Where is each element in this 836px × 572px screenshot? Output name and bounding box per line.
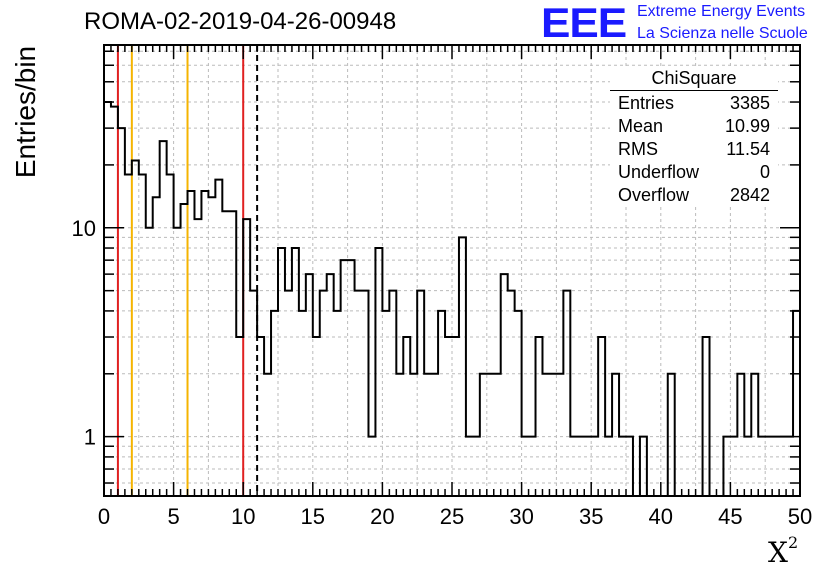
stats-row-entries: Entries 3385 [618,93,770,113]
y-axis-label: Entries/bin [10,45,41,179]
stats-row-overflow: Overflow 2842 [618,185,770,205]
run-title: ROMA-02-2019-04-26-00948 [84,8,397,35]
x-tick-label: 50 [788,504,812,529]
axis-ticks [103,45,801,496]
eee-logo: EEE [541,0,627,46]
x-tick-label: 20 [370,504,394,529]
stats-row-mean: Mean 10.99 [618,116,770,136]
x-tick-label: 35 [579,504,603,529]
x-axis-label: X2 [768,532,799,569]
stats-row-rms: RMS 11.54 [618,139,770,159]
y-tick-label: 1 [84,425,96,450]
histogram-series [104,101,800,496]
stats-row-underflow: Underflow 0 [618,162,770,182]
x-tick-label: 30 [509,504,533,529]
x-tick-label: 5 [167,504,179,529]
x-tick-label: 15 [301,504,325,529]
x-tick-label: 0 [98,504,110,529]
y-tick-label: 10 [72,216,96,241]
x-tick-label: 40 [649,504,673,529]
logo-subtitle-1: Extreme Energy Events [637,3,806,20]
x-tick-label: 25 [440,504,464,529]
x-tick-label: 45 [718,504,742,529]
stats-title: ChiSquare [610,68,778,91]
logo-subtitle-2: La Scienza nelle Scuole [637,25,808,42]
stats-box: ChiSquare Entries 3385 Mean 10.99 RMS 11.54… [610,68,778,207]
x-tick-label: 10 [231,504,255,529]
tick-labels: 0 5 10 15 20 25 30 35 40 45 50 1 10 [72,216,813,529]
